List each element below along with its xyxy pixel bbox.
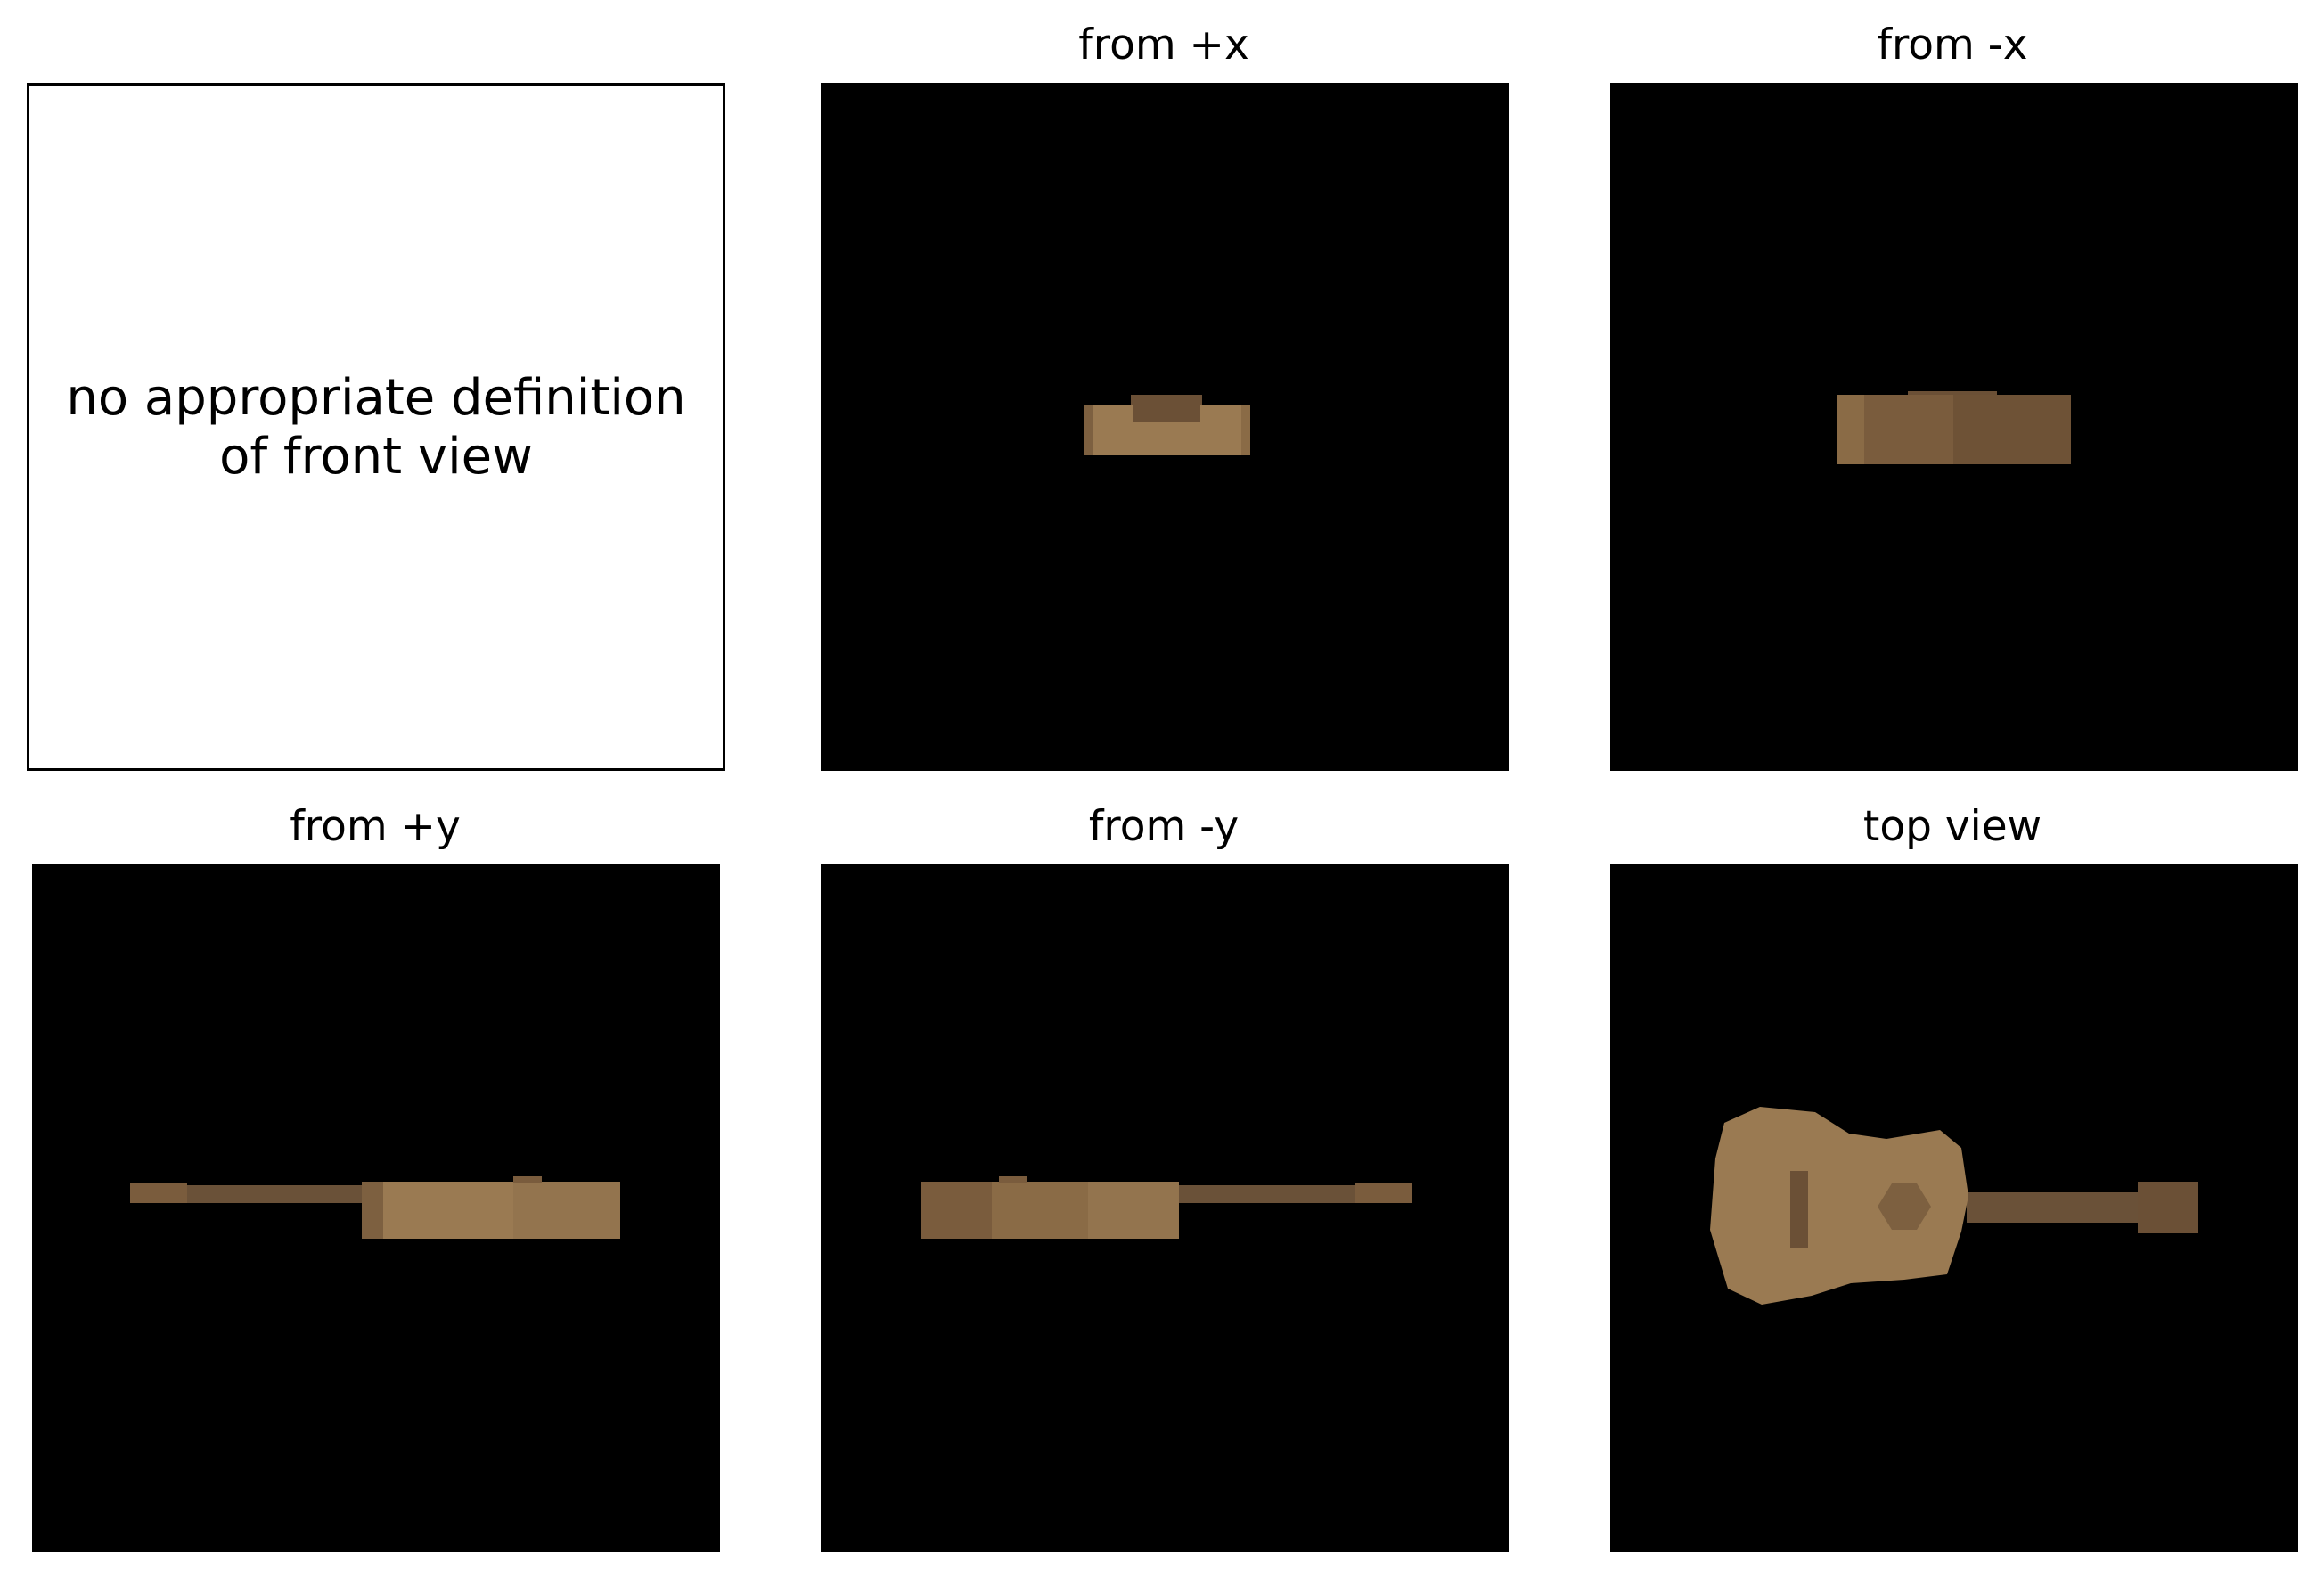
front-view-message: no appropriate definition of front view	[66, 369, 686, 486]
guitar-render-minus-x	[1837, 391, 2071, 464]
title-from-minus-x: from -x	[1877, 20, 2028, 70]
view-from-plus-y	[32, 864, 720, 1552]
guitar-render-plus-x	[1084, 395, 1250, 455]
view-from-minus-y	[821, 864, 1509, 1552]
title-from-plus-x: from +x	[1078, 20, 1249, 70]
title-from-minus-y: from -y	[1088, 802, 1240, 851]
front-view-panel: no appropriate definition of front view	[27, 83, 725, 771]
guitar-render-minus-y	[921, 1176, 1412, 1239]
view-from-plus-x	[821, 83, 1509, 771]
view-from-minus-x	[1610, 83, 2298, 771]
title-top-view: top view	[1862, 802, 2042, 851]
view-top	[1610, 864, 2298, 1552]
guitar-render-top-view	[1710, 1107, 2198, 1305]
guitar-render-plus-y	[130, 1176, 620, 1239]
title-from-plus-y: from +y	[290, 802, 461, 851]
